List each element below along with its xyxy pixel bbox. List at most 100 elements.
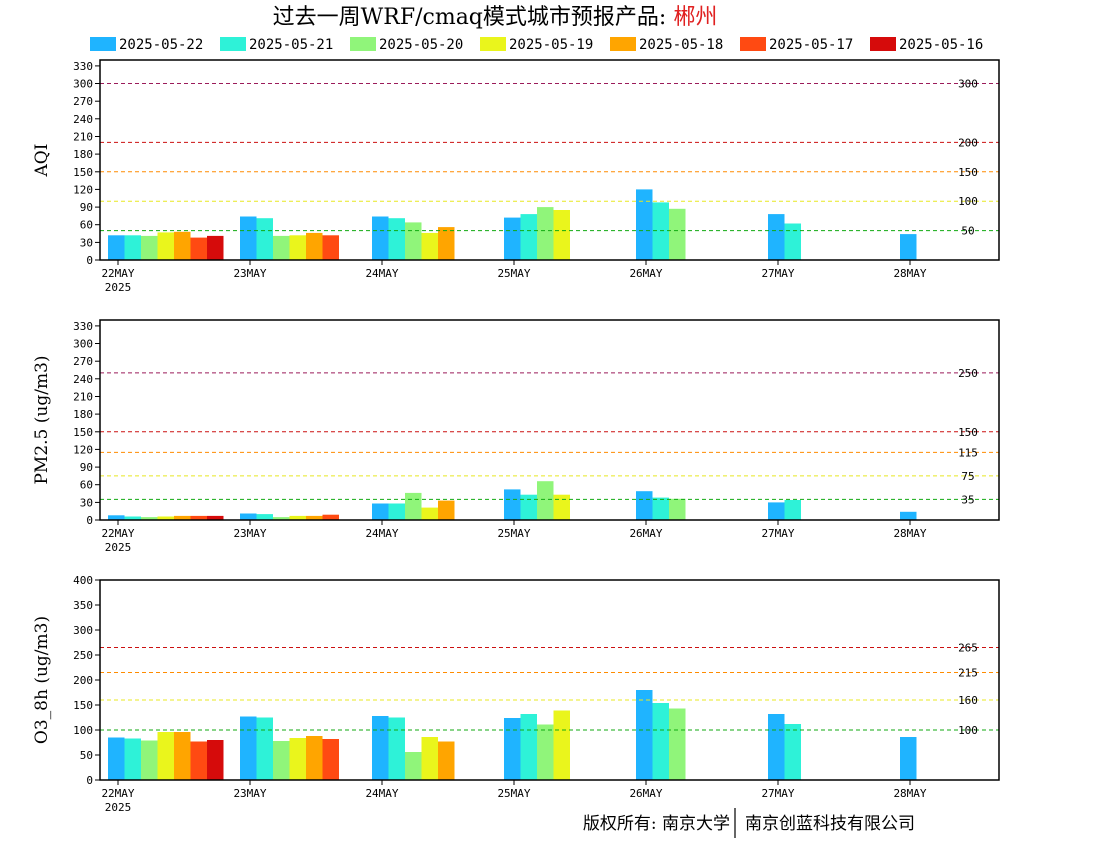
y-tick-label-p1-1: 30 bbox=[80, 496, 93, 509]
bar-p0-s6-c0 bbox=[207, 235, 224, 260]
bar-p2-s2-c0 bbox=[141, 740, 158, 780]
bar-p0-s0-c2 bbox=[372, 216, 389, 260]
bar-p2-s0-c0 bbox=[108, 737, 125, 780]
bar-p1-s3-c1 bbox=[289, 515, 306, 520]
legend-swatch-3 bbox=[480, 37, 506, 51]
y-tick-label-p0-0: 0 bbox=[86, 254, 93, 267]
legend-label-4: 2025-05-18 bbox=[639, 37, 723, 53]
y-tick-label-p1-7: 210 bbox=[73, 391, 93, 404]
bar-p2-s0-c3 bbox=[504, 718, 521, 780]
y-tick-label-p1-9: 270 bbox=[73, 355, 93, 368]
bar-p2-s0-c4 bbox=[636, 690, 653, 780]
ref-label-p0-3: 100 bbox=[958, 195, 978, 208]
bar-p1-s1-c5 bbox=[784, 500, 801, 520]
y-tick-label-p1-10: 300 bbox=[73, 338, 93, 351]
x-tick-label-p2-6: 28MAY bbox=[893, 787, 926, 800]
bar-p2-s3-c2 bbox=[421, 737, 438, 780]
bar-p2-s6-c0 bbox=[207, 740, 224, 780]
x-tick-label-p2-3: 25MAY bbox=[497, 787, 530, 800]
bar-p0-s1-c4 bbox=[652, 202, 669, 260]
y-tick-label-p1-2: 60 bbox=[80, 479, 93, 492]
bar-p2-s1-c0 bbox=[124, 738, 141, 780]
bar-p0-s1-c3 bbox=[520, 214, 537, 260]
ref-label-p1-1: 150 bbox=[958, 426, 978, 439]
y-tick-label-p0-11: 330 bbox=[73, 60, 93, 73]
y-tick-label-p2-0: 0 bbox=[86, 774, 93, 787]
y-tick-label-p0-2: 60 bbox=[80, 219, 93, 232]
bar-p1-s1-c2 bbox=[388, 503, 405, 520]
ref-label-p2-0: 265 bbox=[958, 642, 978, 655]
ref-label-p2-1: 215 bbox=[958, 667, 978, 680]
x-tick-label-p1-4: 26MAY bbox=[629, 527, 662, 540]
x-year-label-p2: 2025 bbox=[105, 801, 132, 814]
bar-p0-s1-c2 bbox=[388, 218, 405, 260]
bar-p2-s1-c4 bbox=[652, 703, 669, 780]
footer-copyright: 版权所有: 南京大学 bbox=[583, 814, 730, 834]
legend-label-6: 2025-05-16 bbox=[899, 37, 983, 53]
bar-p0-s2-c4 bbox=[669, 208, 686, 260]
bar-p1-s0-c2 bbox=[372, 503, 389, 520]
ref-label-p2-2: 160 bbox=[958, 694, 978, 707]
bar-p1-s0-c6 bbox=[900, 511, 917, 520]
bar-p0-s2-c3 bbox=[537, 207, 554, 260]
chart-title: 过去一周WRF/cmaq模式城市预报产品: 郴州 bbox=[273, 5, 718, 30]
y-tick-label-p0-9: 270 bbox=[73, 95, 93, 108]
bar-p1-s6-c0 bbox=[207, 515, 224, 520]
bar-p0-s0-c6 bbox=[900, 234, 917, 260]
bar-p0-s4-c2 bbox=[438, 227, 455, 260]
bar-p0-s0-c1 bbox=[240, 216, 257, 260]
legend-swatch-0 bbox=[90, 37, 116, 51]
legend-swatch-5 bbox=[740, 37, 766, 51]
y-tick-label-p2-5: 250 bbox=[73, 649, 93, 662]
bar-p1-s0-c4 bbox=[636, 491, 653, 520]
ref-label-p2-3: 100 bbox=[958, 724, 978, 737]
y-tick-label-p0-3: 90 bbox=[80, 201, 93, 214]
ref-label-p1-4: 35 bbox=[961, 493, 974, 506]
ref-label-p0-1: 200 bbox=[958, 136, 978, 149]
bar-p1-s1-c4 bbox=[652, 497, 669, 520]
chart-title-city: 郴州 bbox=[673, 5, 717, 30]
y-tick-label-p2-2: 100 bbox=[73, 724, 93, 737]
bar-p0-s1-c0 bbox=[124, 235, 141, 260]
bar-p0-s1-c5 bbox=[784, 223, 801, 260]
y-tick-label-p0-6: 180 bbox=[73, 148, 93, 161]
footer-company: 南京创蓝科技有限公司 bbox=[745, 814, 915, 834]
x-tick-label-p1-2: 24MAY bbox=[365, 527, 398, 540]
ref-label-p0-0: 300 bbox=[958, 78, 978, 91]
legend-swatch-4 bbox=[610, 37, 636, 51]
legend-swatch-2 bbox=[350, 37, 376, 51]
bar-p0-s2-c1 bbox=[273, 235, 290, 260]
legend-swatch-6 bbox=[870, 37, 896, 51]
bar-p1-s4-c0 bbox=[174, 515, 191, 520]
y-tick-label-p1-11: 330 bbox=[73, 320, 93, 333]
y-tick-label-p1-3: 90 bbox=[80, 461, 93, 474]
bar-p2-s5-c1 bbox=[322, 739, 339, 780]
bar-p0-s3-c1 bbox=[289, 235, 306, 260]
x-tick-label-p1-0: 22MAY bbox=[101, 527, 134, 540]
x-tick-label-p0-3: 25MAY bbox=[497, 267, 530, 280]
bar-p1-s5-c1 bbox=[322, 514, 339, 520]
ref-label-p1-2: 115 bbox=[958, 446, 978, 459]
y-tick-label-p2-7: 350 bbox=[73, 599, 93, 612]
x-year-label-p0: 2025 bbox=[105, 281, 132, 294]
bar-p2-s3-c3 bbox=[553, 710, 570, 780]
ref-label-p0-4: 50 bbox=[961, 225, 974, 238]
bar-p2-s0-c6 bbox=[900, 737, 917, 780]
panel-1: 250 150 115 75 35 0 30 60 90 120 150 180 210 240 270 30… bbox=[32, 319, 1000, 554]
bar-p0-s1-c1 bbox=[256, 218, 273, 260]
chart-title-prefix: 过去一周WRF/cmaq模式城市预报产品: bbox=[273, 5, 674, 30]
bar-p1-s5-c0 bbox=[190, 515, 207, 520]
x-tick-label-p2-2: 24MAY bbox=[365, 787, 398, 800]
bar-p0-s5-c1 bbox=[322, 235, 339, 260]
bar-p0-s5-c0 bbox=[190, 237, 207, 260]
bar-p1-s2-c2 bbox=[405, 492, 422, 520]
bar-p1-s4-c1 bbox=[306, 515, 323, 520]
x-tick-label-p1-5: 27MAY bbox=[761, 527, 794, 540]
bar-p2-s4-c0 bbox=[174, 732, 191, 780]
bar-p1-s3-c3 bbox=[553, 494, 570, 520]
bar-p1-s2-c4 bbox=[669, 498, 686, 520]
y-tick-label-p0-5: 150 bbox=[73, 166, 93, 179]
bar-p1-s3-c0 bbox=[157, 516, 174, 520]
panel-0: 300 200 150 100 50 0 30 60 90 120 150 180 210 240 270 3… bbox=[32, 59, 1000, 294]
x-tick-label-p2-1: 23MAY bbox=[233, 787, 266, 800]
